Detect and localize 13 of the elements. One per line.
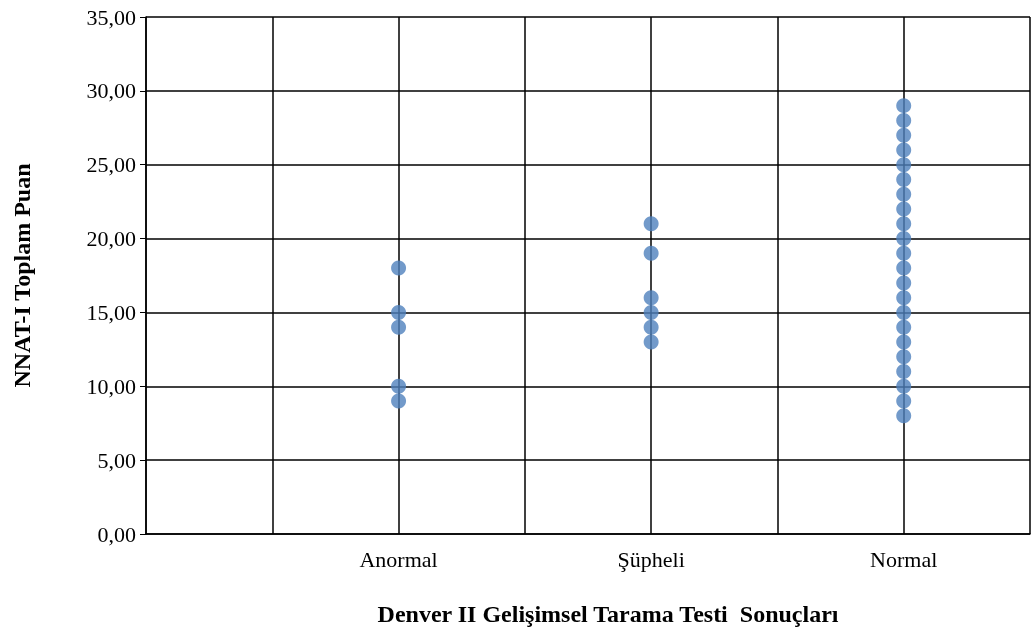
x-tick-label: Normal xyxy=(870,546,938,572)
y-tick-label: 35,00 xyxy=(86,4,136,30)
y-tick-label: 30,00 xyxy=(86,78,136,104)
x-axis-title: Denver II Gelişimsel Tarama Testi Sonuçları xyxy=(377,601,839,627)
y-tick-label: 25,00 xyxy=(86,152,136,178)
y-tick-label: 5,00 xyxy=(97,447,136,473)
y-tick-label: 10,00 xyxy=(86,373,136,399)
y-tick-label: 15,00 xyxy=(86,299,136,325)
y-tick-label: 0,00 xyxy=(97,521,136,547)
y-tick-label: 20,00 xyxy=(86,226,136,252)
x-tick-label: Şüpheli xyxy=(617,546,685,572)
x-tick-label: Anormal xyxy=(359,546,438,572)
y-axis-title: NNAT-I Toplam Puan xyxy=(9,163,35,388)
